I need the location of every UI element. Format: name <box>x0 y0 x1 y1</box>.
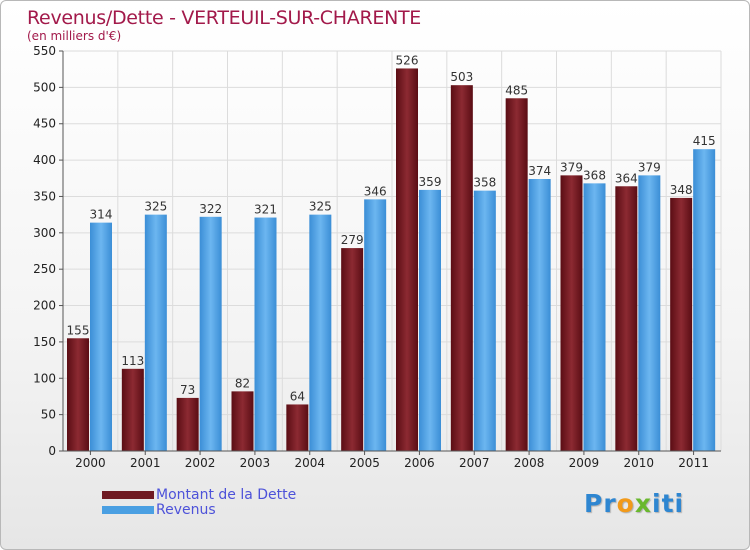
legend-label-revenus: Revenus <box>156 502 216 518</box>
logo-letter: t <box>661 489 675 518</box>
data-label-revenus: 374 <box>528 164 551 178</box>
logo-letter: r <box>603 489 617 518</box>
x-tick-label: 2007 <box>459 456 490 470</box>
legend-item-dette: Montant de la Dette <box>102 487 296 503</box>
y-tick-label: 450 <box>33 117 56 131</box>
data-label-dette: 64 <box>290 389 305 403</box>
bar-revenus <box>199 216 222 451</box>
data-label-revenus: 325 <box>309 200 332 214</box>
data-label-dette: 113 <box>121 354 144 368</box>
legend-swatch-dette <box>102 491 154 499</box>
bar-dette <box>396 68 418 452</box>
logo-letter: i <box>674 489 685 518</box>
data-label-revenus: 322 <box>199 202 222 216</box>
bar-dette <box>67 338 89 451</box>
bar-revenus <box>583 183 606 451</box>
data-label-revenus: 359 <box>419 175 442 189</box>
y-tick-label: 500 <box>33 80 56 94</box>
x-tick-label: 2005 <box>349 456 380 470</box>
bar-revenus <box>419 189 441 451</box>
data-label-revenus: 379 <box>638 160 661 174</box>
data-label-dette: 485 <box>505 83 528 97</box>
y-tick-label: 550 <box>33 44 56 58</box>
y-tick-label: 250 <box>33 262 56 276</box>
legend-label-dette: Montant de la Dette <box>156 487 297 503</box>
data-label-revenus: 314 <box>90 208 113 222</box>
x-tick-label: 2000 <box>75 456 106 470</box>
data-label-revenus: 358 <box>473 176 496 190</box>
data-label-dette: 503 <box>450 70 473 84</box>
data-label-revenus: 346 <box>364 184 387 198</box>
bar-revenus <box>528 179 551 451</box>
y-tick-label: 300 <box>33 226 56 240</box>
y-tick-label: 50 <box>41 408 56 422</box>
bar-dette <box>615 186 638 452</box>
data-label-revenus: 325 <box>144 200 167 214</box>
bar-dette <box>505 98 528 451</box>
logo-letter: x <box>634 489 652 518</box>
bar-dette <box>560 175 583 451</box>
data-label-dette: 526 <box>396 53 419 67</box>
proxiti-logo: Proxiti <box>584 489 684 518</box>
data-label-revenus: 415 <box>693 134 716 148</box>
bar-revenus <box>144 214 167 451</box>
legend-swatch-revenus <box>102 506 154 514</box>
x-tick-label: 2006 <box>404 456 435 470</box>
x-tick-label: 2010 <box>623 456 654 470</box>
data-label-dette: 379 <box>560 160 583 174</box>
y-tick-label: 100 <box>33 371 56 385</box>
bar-dette <box>286 404 309 451</box>
bar-revenus <box>473 190 496 452</box>
x-tick-label: 2003 <box>240 456 271 470</box>
y-tick-label: 150 <box>33 335 56 349</box>
logo-letter: i <box>652 489 662 518</box>
bar-dette <box>231 391 254 451</box>
logo-letter: P <box>584 489 604 518</box>
bar-dette <box>341 248 364 451</box>
bar-revenus <box>693 149 716 451</box>
data-label-dette: 348 <box>670 183 693 197</box>
y-tick-label: 200 <box>33 299 56 313</box>
chart-subtitle: (en milliers d'€) <box>27 29 122 43</box>
bar-revenus <box>90 222 112 451</box>
bar-revenus <box>309 214 332 451</box>
y-tick-label: 400 <box>33 153 56 167</box>
data-label-dette: 364 <box>615 171 638 185</box>
logo-letter: o <box>616 489 635 518</box>
x-tick-label: 2004 <box>294 456 325 470</box>
data-label-revenus: 321 <box>254 203 277 217</box>
data-label-dette: 82 <box>235 376 250 390</box>
data-label-dette: 155 <box>67 323 90 337</box>
y-tick-label: 0 <box>48 444 56 458</box>
bar-dette <box>670 197 693 451</box>
x-tick-label: 2001 <box>130 456 161 470</box>
bar-dette <box>176 397 199 451</box>
bar-dette <box>121 368 144 451</box>
x-tick-label: 2002 <box>185 456 216 470</box>
data-label-dette: 73 <box>180 383 195 397</box>
legend-item-revenus: Revenus <box>102 502 216 518</box>
chart-title: Revenus/Dette - VERTEUIL-SUR-CHARENTE <box>27 7 421 29</box>
bar-dette <box>450 85 473 451</box>
x-tick-label: 2008 <box>514 456 545 470</box>
data-label-revenus: 368 <box>583 168 606 182</box>
bar-revenus <box>254 217 277 451</box>
y-tick-label: 350 <box>33 189 56 203</box>
bar-revenus <box>638 175 661 451</box>
bar-revenus <box>364 199 387 451</box>
x-tick-label: 2011 <box>678 456 709 470</box>
x-tick-label: 2009 <box>569 456 600 470</box>
data-label-dette: 279 <box>341 233 364 247</box>
